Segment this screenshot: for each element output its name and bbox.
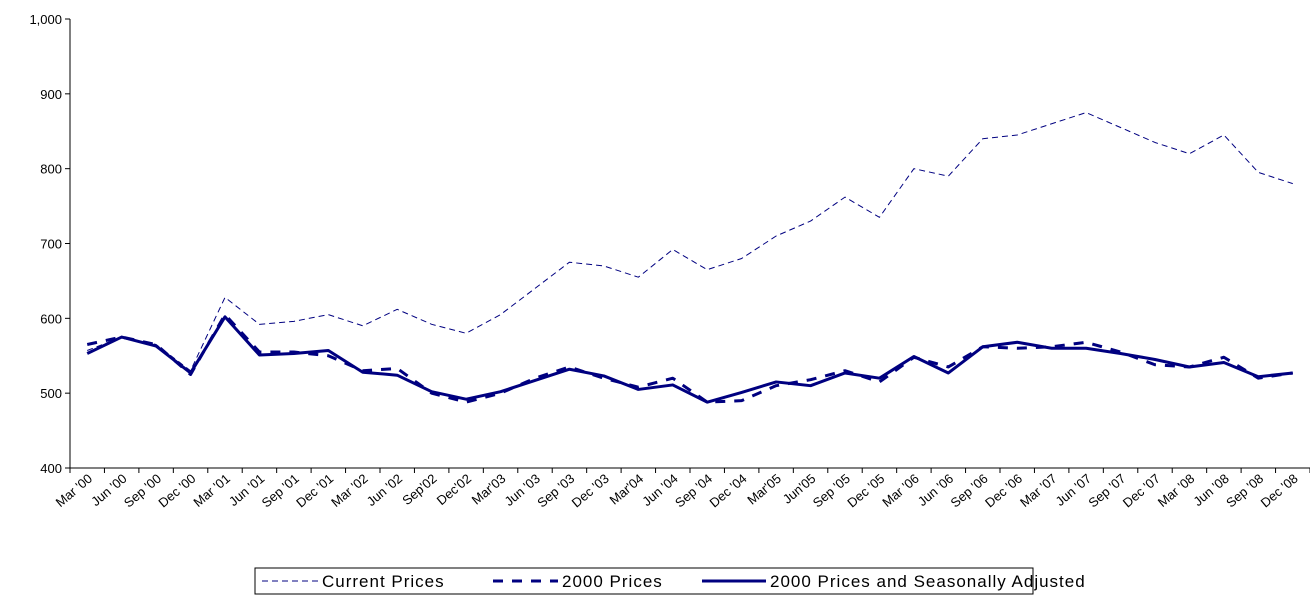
x-tick-label: Dec '05: [844, 471, 887, 511]
y-tick-label: 1,000: [29, 12, 62, 27]
series-line: [87, 112, 1293, 372]
x-tick-label: Dec '06: [982, 471, 1025, 511]
y-tick-label: 800: [40, 162, 62, 177]
x-tick-label: Mar '07: [1017, 471, 1060, 510]
x-tick-label: Mar'03: [469, 471, 509, 508]
x-tick-label: Dec '04: [706, 471, 749, 511]
x-tick-label: Sep '01: [259, 471, 302, 511]
series-line: [86, 313, 1294, 404]
x-tick-label: Sep '05: [810, 471, 853, 511]
x-tick-label: Dec '03: [569, 471, 612, 511]
legend-label: Current Prices: [322, 572, 445, 591]
y-tick-label: 400: [40, 461, 62, 476]
legend-box: [254, 567, 1034, 595]
x-tick-label: Dec '00: [155, 471, 198, 511]
x-tick-label: Dec '08: [1258, 471, 1301, 511]
x-tick-label: Dec'02: [434, 471, 474, 508]
x-tick-label: Mar '06: [879, 471, 922, 510]
x-tick-label: Sep '00: [121, 471, 164, 511]
x-tick-label: Sep '06: [948, 471, 991, 511]
x-tick-label: Dec '07: [1120, 471, 1163, 511]
y-tick-label: 900: [40, 87, 62, 102]
x-tick-label: Mar '01: [190, 471, 233, 510]
x-tick-label: Mar'05: [744, 471, 784, 508]
y-tick-label: 600: [40, 311, 62, 326]
legend-label: 2000 Prices and Seasonally Adjusted: [770, 572, 1086, 591]
y-tick-label: 500: [40, 386, 62, 401]
x-tick-label: Jun '02: [364, 471, 405, 509]
x-tick-label: Sep '08: [1223, 471, 1266, 511]
y-tick-label: 700: [40, 237, 62, 252]
x-tick-label: Sep '04: [672, 471, 715, 511]
x-tick-label: Mar '00: [53, 471, 96, 510]
x-tick-label: Sep '07: [1085, 471, 1128, 511]
x-tick-label: Mar '08: [1155, 471, 1198, 510]
x-tick-label: Mar'04: [606, 471, 646, 508]
legend-label: 2000 Prices: [562, 572, 663, 591]
x-tick-label: Dec '01: [293, 471, 336, 511]
x-tick-label: Mar '02: [328, 471, 371, 510]
x-tick-label: Sep '03: [534, 471, 577, 511]
series-line: [86, 315, 1293, 404]
x-tick-label: Sep'02: [399, 471, 439, 508]
